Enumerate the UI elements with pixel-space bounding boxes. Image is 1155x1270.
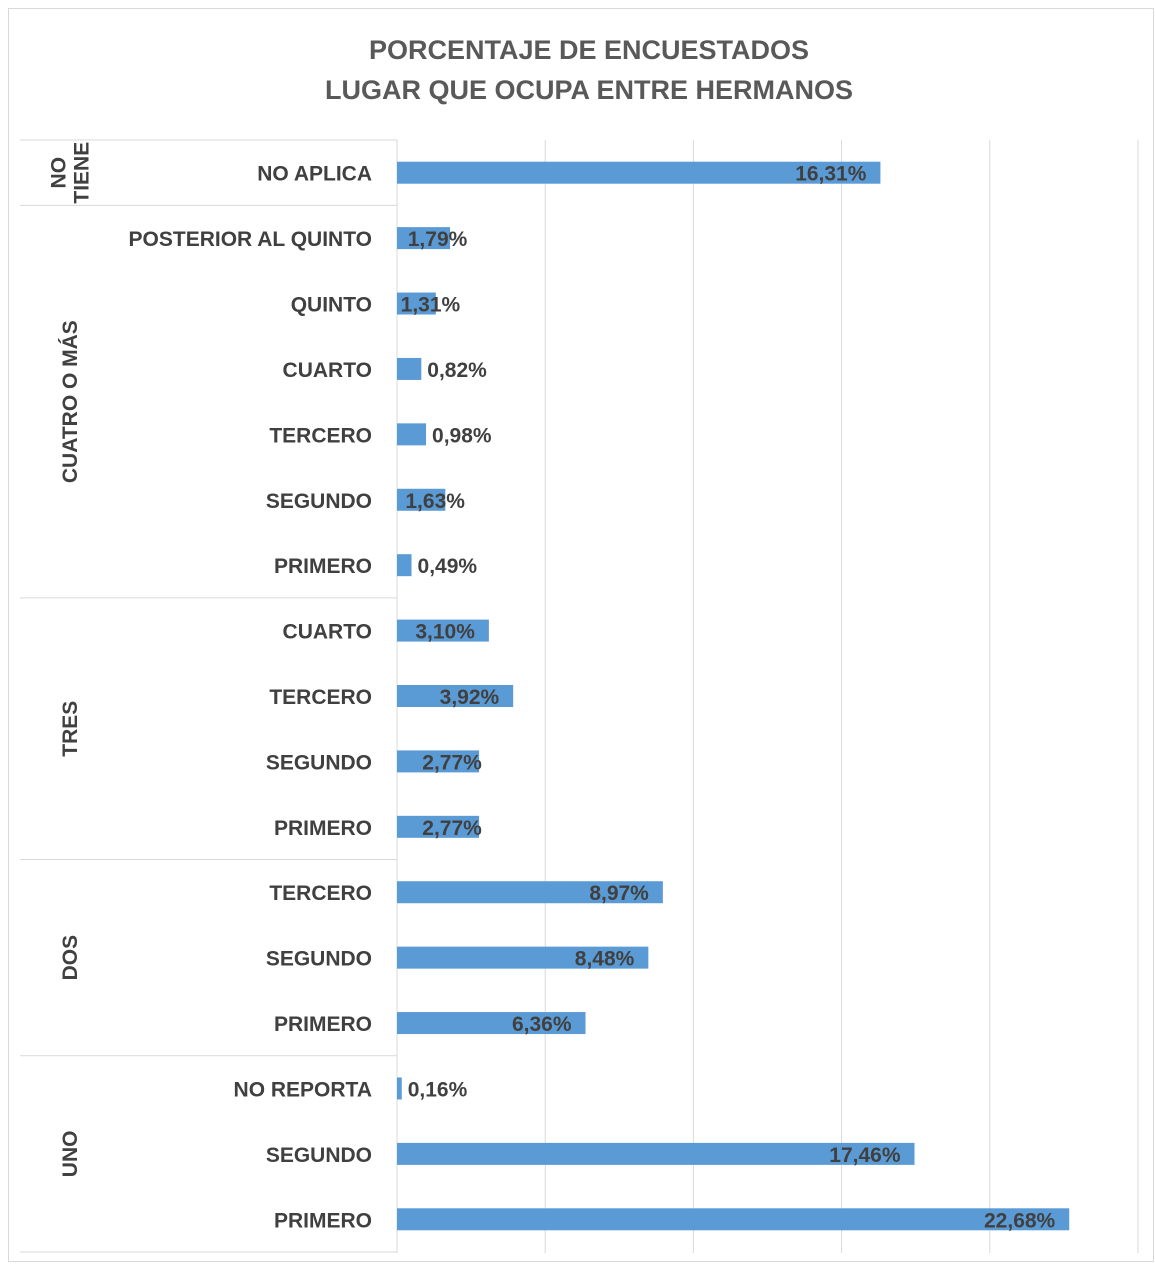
data-label: 22,68%: [984, 1209, 1056, 1232]
category-label: SEGUNDO: [266, 948, 372, 971]
bar: [397, 161, 881, 184]
data-label: 6,36%: [512, 1013, 572, 1036]
category-label: SEGUNDO: [266, 490, 372, 513]
group-label-line: DOS: [59, 935, 82, 981]
bar: [397, 750, 480, 773]
group-label: UNO: [59, 1131, 82, 1178]
data-label: 0,49%: [418, 555, 478, 578]
data-label: 17,46%: [829, 1144, 901, 1167]
category-label: TERCERO: [269, 882, 372, 905]
data-label: 1,31%: [401, 294, 461, 317]
bar: [397, 619, 489, 642]
category-label: CUARTO: [283, 621, 372, 644]
group-label-line: CUATRO O MÁS: [59, 320, 82, 483]
group-label-line: UNO: [59, 1131, 82, 1178]
bar: [397, 357, 422, 380]
bar: [397, 488, 446, 511]
category-label: SEGUNDO: [266, 1144, 372, 1167]
data-label: 8,97%: [589, 882, 649, 905]
data-label: 8,48%: [575, 948, 635, 971]
category-label: POSTERIOR AL QUINTO: [129, 228, 372, 251]
bar: [397, 881, 663, 904]
bar: [397, 554, 412, 577]
category-label: TERCERO: [269, 424, 372, 447]
group-label: NOTIENE: [48, 142, 94, 204]
data-label: 2,77%: [422, 751, 482, 774]
bar: [397, 946, 649, 969]
bar: [397, 1012, 586, 1035]
category-label: NO REPORTA: [234, 1078, 372, 1101]
group-label: CUATRO O MÁS: [59, 320, 82, 483]
group-label-line: NO: [48, 157, 71, 189]
category-label: NO APLICA: [257, 163, 372, 186]
chart-title-line-1: PORCENTAJE DE ENCUESTADOS: [368, 35, 810, 65]
data-label: 0,16%: [408, 1078, 468, 1101]
bar: [397, 292, 436, 315]
category-label: PRIMERO: [274, 817, 372, 840]
data-label: 3,92%: [440, 686, 500, 709]
bar: [397, 227, 451, 250]
bar: [397, 1077, 402, 1100]
data-label: 1,79%: [408, 228, 468, 251]
chart-title: PORCENTAJE DE ENCUESTADOS LUGAR QUE OCUP…: [0, 30, 1155, 110]
bar: [397, 685, 514, 707]
data-label: 1,63%: [405, 490, 465, 513]
data-label: 2,77%: [422, 817, 482, 840]
category-label: SEGUNDO: [266, 751, 372, 774]
group-label: TRES: [59, 701, 82, 757]
category-label: PRIMERO: [274, 1013, 372, 1036]
data-label: 0,98%: [432, 424, 492, 447]
category-label: TERCERO: [269, 686, 372, 709]
bar: [397, 423, 427, 446]
data-label: 3,10%: [415, 621, 475, 644]
group-label: DOS: [59, 935, 82, 981]
category-label: CUARTO: [283, 359, 372, 382]
bar: [397, 815, 480, 838]
data-label: 16,31%: [795, 163, 867, 186]
category-label: QUINTO: [291, 294, 372, 317]
data-label: 0,82%: [427, 359, 487, 382]
category-label: PRIMERO: [274, 1209, 372, 1232]
group-label-line: TRES: [59, 701, 82, 757]
category-label: PRIMERO: [274, 555, 372, 578]
chart-frame: [8, 8, 1154, 1262]
bar: [397, 1142, 915, 1165]
bar: [397, 1208, 1070, 1231]
group-label-line: TIENE: [71, 142, 94, 204]
chart-title-line-2: LUGAR QUE OCUPA ENTRE HERMANOS: [324, 75, 854, 105]
